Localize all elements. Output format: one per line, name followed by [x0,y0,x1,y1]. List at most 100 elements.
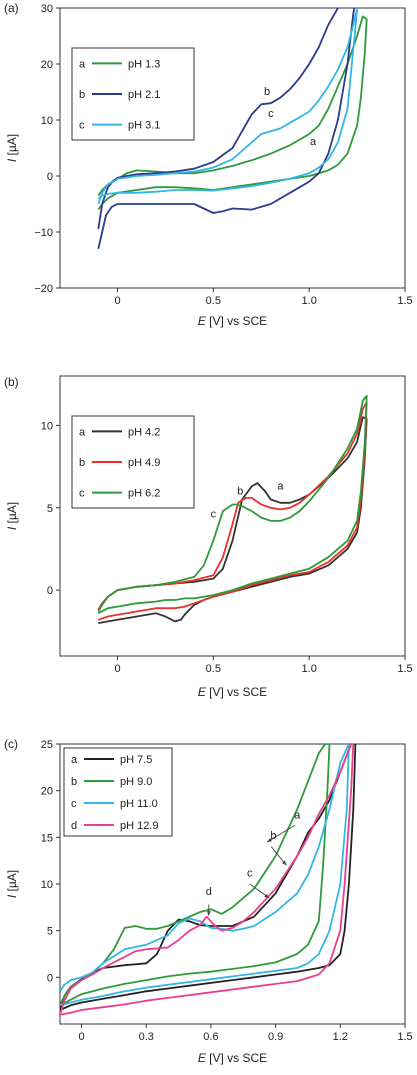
y-axis-label: I [µA] [5,870,19,898]
panel-a: 0 0.5 1.0 1.5 −20 −10 0 10 20 30 E [V] vs SCE I [µA… [4,1,413,328]
curve-annotation-a: a [310,136,317,148]
legend-label: pH 4.9 [128,457,160,469]
annotation-arrow-head [267,837,272,842]
y-axis-label-symbol: I [5,894,19,898]
curve-annotation-b: b [270,830,276,842]
y-tick-label: 5 [47,503,53,515]
y-axis-label-text: [µA] [5,134,19,159]
x-axis-label: E [V] vs SCE [198,1051,267,1065]
legend-label: pH 6.2 [128,488,160,500]
x-tick-label: 0.5 [206,295,221,307]
legend-label: pH 3.1 [128,120,160,132]
legend-box [63,747,173,837]
x-tick-label: 0.9 [268,1031,283,1043]
y-tick-label: 10 [41,879,53,891]
series-line-c [97,394,368,614]
y-tick-label: −20 [34,283,53,295]
x-tick-label: 1.0 [302,663,317,675]
x-tick-label: 1.5 [397,295,412,307]
panel-label: (b) [4,375,19,389]
y-tick-label: 30 [41,3,53,15]
legend-label: pH 12.9 [120,820,159,832]
series-line-b [97,8,356,250]
x-axis-label-symbol: E [198,1051,207,1065]
x-tick-label: 1.5 [397,1031,412,1043]
series-group [97,8,368,250]
legend-label: pH 2.1 [128,89,160,101]
y-axis-label-text: [µA] [5,870,19,895]
curve-annotation-c: c [247,868,253,880]
legend-letter: b [71,776,77,788]
annotation-arrow-head [206,911,211,916]
annotation-arrow-line [266,824,296,843]
annotation-arrow-head [264,893,270,898]
x-tick-label: 0.3 [139,1031,154,1043]
y-tick-label: 15 [41,832,53,844]
y-axis-label-text: [µA] [5,502,19,527]
y-tick-label: 20 [41,786,53,798]
x-tick-label: 1.0 [302,295,317,307]
y-axis-label: I [µA] [5,134,19,162]
x-tick-label: 0 [114,295,120,307]
legend-letter: c [79,488,85,500]
legend-letter: c [71,798,77,810]
legend-label: pH 7.5 [120,754,152,766]
curve-annotation-d: d [206,886,212,898]
x-tick-label: 0.6 [203,1031,218,1043]
x-tick-label: 0.5 [206,663,221,675]
y-tick-label: 5 [47,926,53,938]
y-axis-label-symbol: I [5,526,19,530]
legend-letter: d [71,820,77,832]
plot-frame [59,375,406,657]
x-tick-label: 0 [114,663,120,675]
curve-annotation-c: c [211,509,217,521]
x-axis-label-text: [V] vs SCE [206,685,267,699]
y-axis-label: I [µA] [5,502,19,530]
x-axis-label-symbol: E [198,314,207,328]
x-tick-label: 1.2 [333,1031,348,1043]
curve-annotation-b: b [264,86,270,98]
legend-letter: a [71,754,78,766]
y-tick-label: 0 [47,972,53,984]
curve-annotation-a: a [277,481,284,493]
x-axis-label-text: [V] vs SCE [206,1051,267,1065]
series-line-c [60,744,350,1007]
panel-label: (c) [4,737,18,751]
x-axis-label: E [V] vs SCE [198,314,267,328]
series-group [97,394,368,624]
y-axis-label-symbol: I [5,158,19,162]
legend-label: pH 1.3 [128,58,160,70]
panel-b: 0 0.5 1.0 1.5 0 5 10 E [V] vs SCE I [µA] (b) a b c a p… [4,375,413,699]
series-line-c [97,8,359,205]
y-tick-label: 0 [47,171,53,183]
plot-frame [59,7,406,289]
series-line-b [60,744,331,1007]
y-tick-label: 0 [47,585,53,597]
y-tick-label: 10 [41,115,53,127]
panel-label: (a) [4,1,19,15]
legend-label: pH 4.2 [128,426,160,438]
x-tick-label: 0 [79,1031,85,1043]
y-tick-label: 25 [41,739,53,751]
series-line-d [60,744,355,1016]
series-line-a [97,416,368,624]
series-line-b [97,401,368,621]
x-axis-label-text: [V] vs SCE [206,314,267,328]
x-tick-label: 1.5 [397,663,412,675]
y-tick-label: −10 [34,227,53,239]
curve-annotation-b: b [237,486,243,498]
y-tick-label: 20 [41,59,53,71]
y-tick-label: 10 [41,420,53,432]
legend-letter: b [79,457,85,469]
legend-letter: c [79,120,85,132]
curve-annotation-a: a [294,810,301,822]
legend-letter: a [79,58,86,70]
legend-letter: a [79,426,86,438]
legend-letter: b [79,89,85,101]
curve-annotation-c: c [268,108,274,120]
panel-c: 0 0.3 0.6 0.9 1.2 1.5 0 5 10 15 20 25 E [V] vs SCE I … [4,737,413,1065]
x-axis-label: E [V] vs SCE [198,685,267,699]
x-axis-label-symbol: E [198,685,207,699]
annotation-arrow-head [281,860,287,866]
